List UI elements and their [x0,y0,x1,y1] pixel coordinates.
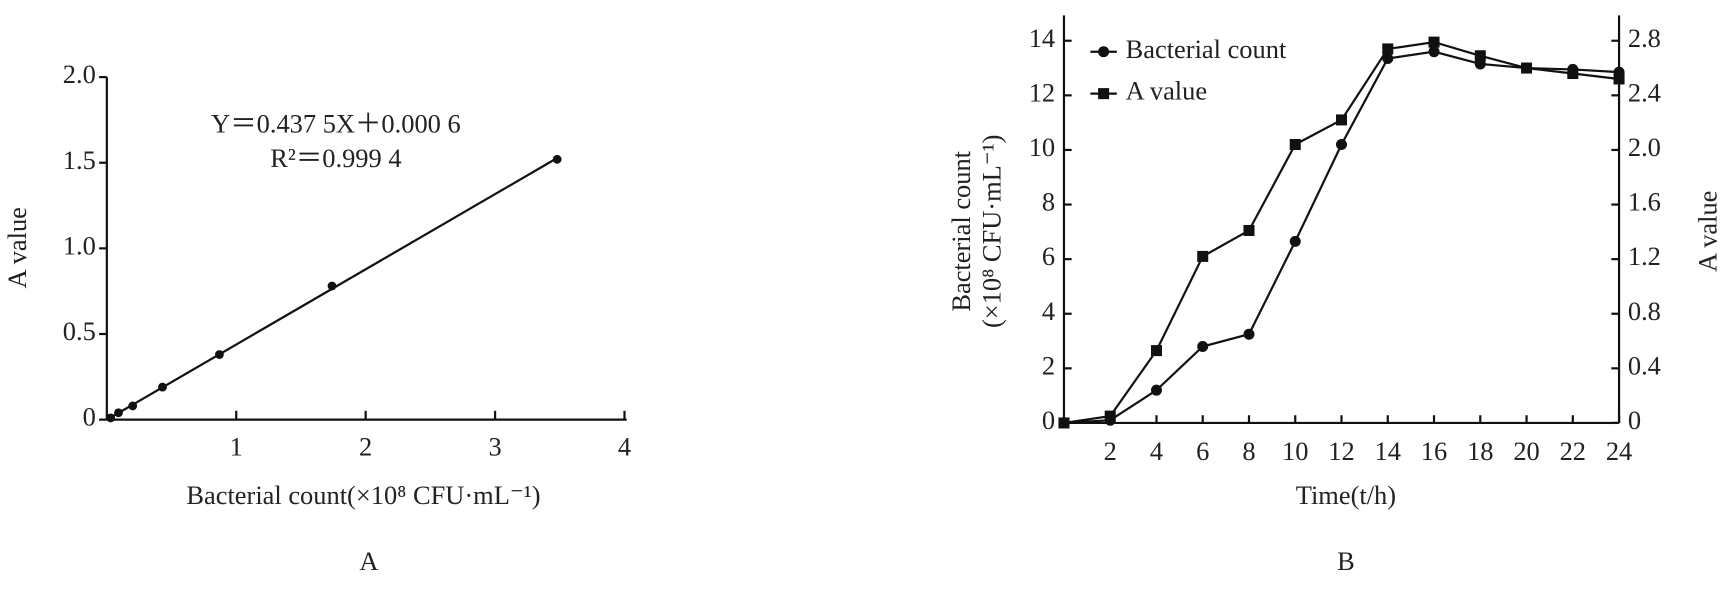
y-axis-title: (×10⁸ CFU·mL⁻¹) [977,135,1007,329]
x-tick-label: 20 [1513,436,1539,466]
r-squared: R²＝0.999 4 [270,143,401,173]
y-tick-label: 1.5 [63,145,96,175]
x-tick-label: 2 [1104,436,1117,466]
point [1335,138,1348,150]
equation: Y＝0.437 5X＋0.000 6 [211,109,461,139]
y-axis-title: Bacterial count [946,150,976,311]
y-tick-label: 10 [1029,132,1055,162]
x-tick-label: 4 [618,431,631,461]
y-tick-label: 0 [83,402,96,432]
y-tick-label: 6 [1042,241,1055,271]
x-tick-label: 16 [1421,436,1447,466]
point [1150,384,1162,396]
figure-root: 00.51.01.52.01 2 3 4Y＝0.437 5X＋0.000 6R²＝0.… [2,15,1723,576]
y-axis-title: A value [2,207,32,288]
point [1289,235,1301,247]
point [1428,46,1440,58]
point [1613,73,1625,85]
y2-tick-label: 1.2 [1628,241,1661,271]
x-tick-label: 12 [1328,436,1354,466]
point [1474,50,1486,62]
point [1428,36,1440,48]
y2-tick-label: 1.6 [1628,187,1661,217]
x-axis-title: Bacterial count(×10⁸ CFU·mL⁻¹) [186,480,540,510]
x-tick-label: 1 [230,431,243,461]
point [1335,114,1348,126]
point [114,408,123,418]
y-tick-label: 12 [1029,77,1055,107]
x-tick-label: 18 [1467,436,1493,466]
point [1197,250,1209,262]
x-tick-label: 3 [488,431,501,461]
point [1521,62,1533,74]
point [158,382,167,392]
y2-tick-label: 2.4 [1628,77,1661,107]
y2-axis-title: A value [1693,191,1723,272]
x-axis-title: Time(t/h) [1296,480,1396,510]
x-tick-label: 6 [1196,436,1209,466]
x-tick-label: 14 [1375,436,1401,466]
legend-marker [1098,46,1110,58]
point [1243,328,1255,340]
legend-marker [1098,88,1110,100]
point [1058,417,1070,429]
y-tick-label: 2 [1042,350,1055,380]
y2-tick-label: 0.4 [1628,350,1661,380]
point [215,350,224,359]
legend-label: Bacterial count [1126,34,1287,64]
point [1104,410,1116,422]
series-line [1063,50,1620,425]
x-tick-label: 22 [1560,436,1586,466]
point [1243,224,1255,236]
y-tick-label: 0 [1042,405,1055,435]
y2-tick-label: 2.8 [1628,23,1661,53]
point [327,281,337,291]
legend-label: A value [1126,76,1207,106]
panel-label: A [359,546,378,576]
x-tick-label: 24 [1606,436,1632,466]
y-tick-label: 1.0 [63,230,96,260]
point [1567,68,1579,80]
point [128,401,138,411]
x-tick-label: 10 [1282,436,1308,466]
x-tick-label: 4 [1150,436,1163,466]
point [106,413,116,423]
y-tick-label: 2.0 [63,59,96,89]
point [1289,138,1301,150]
point [1382,52,1394,65]
y2-tick-label: 0.8 [1628,296,1661,326]
y-tick-label: 8 [1042,187,1055,217]
x-tick-label: 8 [1242,436,1255,466]
y2-tick-label: 0 [1628,405,1641,435]
y2-tick-label: 2.0 [1628,132,1661,162]
point [1197,340,1209,353]
point [552,154,562,164]
point [1150,345,1162,357]
y-tick-label: 4 [1042,296,1055,326]
y-tick-label: 14 [1029,23,1055,53]
x-tick-label: 2 [359,431,372,461]
point [1382,43,1394,55]
y-tick-label: 0.5 [63,316,96,346]
panel-label: B [1337,546,1355,576]
